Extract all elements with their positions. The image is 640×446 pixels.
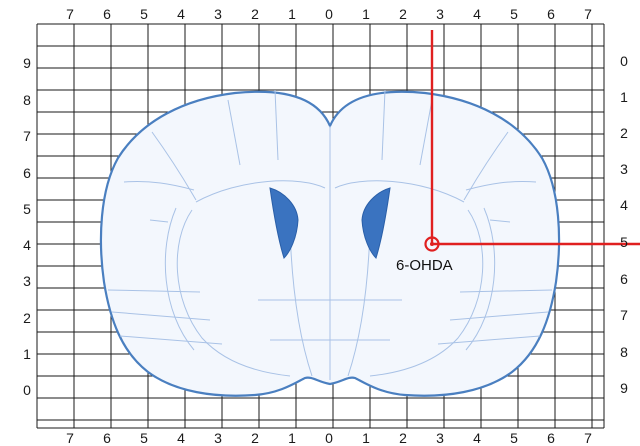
bottom-axis-tick-label: 6: [547, 430, 555, 446]
top-axis-tick-label: 3: [214, 6, 222, 22]
left-axis-tick-label: 1: [23, 346, 31, 362]
right-axis-labels: 0 1 2 3 4 5 6 7 8 9: [620, 53, 628, 396]
left-axis-tick-label: 9: [23, 55, 31, 71]
left-axis-tick-label: 3: [23, 273, 31, 289]
left-axis-tick-label: 6: [23, 165, 31, 181]
right-axis-tick-label: 4: [620, 197, 628, 213]
right-axis-tick-label: 0: [620, 53, 628, 69]
top-axis-tick-label: 0: [325, 6, 333, 22]
top-axis-tick-label: 2: [251, 6, 259, 22]
injection-site-marker: [424, 236, 440, 252]
region-boundaries: [107, 89, 553, 380]
right-axis-tick-label: 6: [620, 271, 628, 287]
top-axis-tick-label: 4: [473, 6, 481, 22]
left-lateral-ventricle: [269, 187, 299, 259]
bottom-axis-tick-label: 1: [362, 430, 370, 446]
left-axis-tick-label: 4: [23, 237, 31, 253]
right-axis-tick-label: 3: [620, 161, 628, 177]
top-axis-labels: 7 6 5 4 3 2 1 0 1 2 3 4 5 6 7: [66, 6, 592, 22]
top-axis-tick-label: 6: [547, 6, 555, 22]
right-axis-tick-label: 5: [620, 234, 628, 250]
right-axis-tick-label: 8: [620, 344, 628, 360]
left-axis-tick-label: 0: [23, 382, 31, 398]
bottom-axis-tick-label: 2: [399, 430, 407, 446]
top-axis-tick-label: 5: [510, 6, 518, 22]
right-axis-tick-label: 2: [620, 125, 628, 141]
injection-label: 6-OHDA: [396, 257, 453, 274]
bottom-axis-tick-label: 3: [436, 430, 444, 446]
bottom-axis-tick-label: 4: [473, 430, 481, 446]
top-axis-tick-label: 6: [103, 6, 111, 22]
top-axis-tick-label: 1: [362, 6, 370, 22]
bottom-axis-tick-label: 7: [66, 430, 74, 446]
right-axis-tick-label: 9: [620, 380, 628, 396]
bottom-axis-tick-label: 6: [103, 430, 111, 446]
right-axis-tick-label: 7: [620, 307, 628, 323]
bottom-axis-labels: 7 6 5 4 3 2 1 0 1 2 3 4 5 6 7: [66, 430, 592, 446]
brain-section: [99, 89, 561, 397]
left-axis-tick-label: 5: [23, 201, 31, 217]
bottom-axis-tick-label: 5: [140, 430, 148, 446]
left-axis-tick-label: 7: [23, 128, 31, 144]
right-axis-tick-label: 1: [620, 89, 628, 105]
top-axis-tick-label: 1: [288, 6, 296, 22]
left-axis-tick-label: 8: [23, 92, 31, 108]
right-lateral-ventricle: [361, 187, 391, 259]
left-axis-labels: 9 8 7 6 5 4 3 2 1 0: [23, 55, 31, 398]
top-axis-tick-label: 2: [399, 6, 407, 22]
injection-target: 6-OHDA: [396, 30, 640, 274]
left-axis-tick-label: 2: [23, 310, 31, 326]
bottom-axis-tick-label: 3: [214, 430, 222, 446]
top-axis-tick-label: 7: [584, 6, 592, 22]
top-axis-tick-label: 7: [66, 6, 74, 22]
top-axis-tick-label: 3: [436, 6, 444, 22]
bottom-axis-tick-label: 5: [510, 430, 518, 446]
bottom-axis-tick-label: 2: [251, 430, 259, 446]
bottom-axis-tick-label: 4: [177, 430, 185, 446]
bottom-axis-tick-label: 7: [584, 430, 592, 446]
bottom-axis-tick-label: 0: [325, 430, 333, 446]
bottom-axis-tick-label: 1: [288, 430, 296, 446]
top-axis-tick-label: 4: [177, 6, 185, 22]
top-axis-tick-label: 5: [140, 6, 148, 22]
